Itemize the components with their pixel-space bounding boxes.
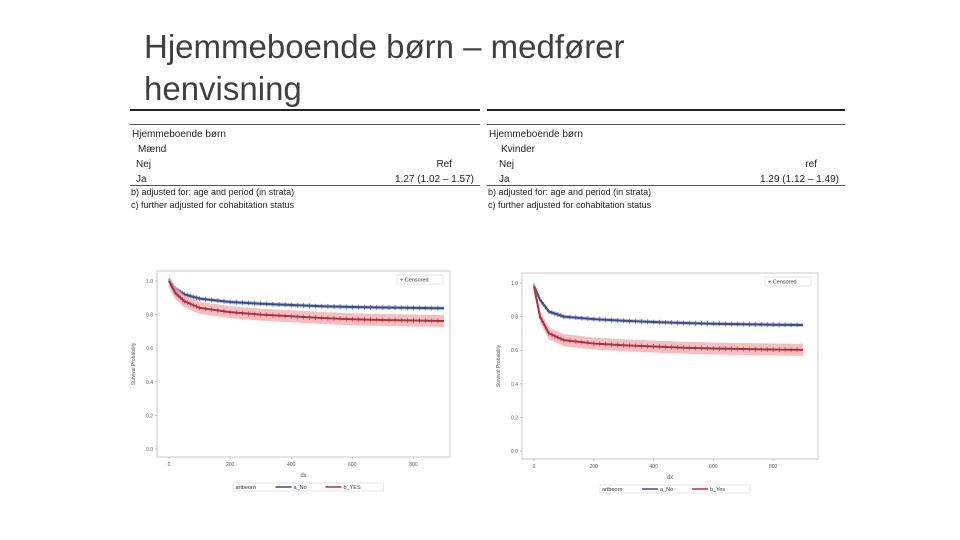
legend-label-b_YES: b_YES [344, 485, 361, 491]
x-tick-label: 200 [590, 464, 599, 470]
censored-legend-box [396, 274, 444, 285]
series-legend-title: artbeorn [602, 487, 623, 493]
y-tick-label: 0.6 [146, 346, 153, 352]
survival-line-b_YES [168, 280, 445, 322]
y-tick-label: 1.0 [146, 279, 153, 285]
divider-left [130, 109, 480, 111]
footnote-c: c) further adjusted for cohabitation sta… [131, 200, 295, 210]
x-axis-label: dx [667, 475, 673, 481]
series-legend-box [233, 482, 384, 492]
y-tick-label: 0.2 [511, 415, 518, 421]
footnote-c: c) further adjusted for cohabitation sta… [488, 200, 652, 210]
table-group: Kvinder [501, 144, 535, 155]
x-tick-label: 400 [287, 462, 296, 468]
x-axis-label: dx [300, 473, 306, 479]
left-results-table: Hjemmeboende børn Mænd Nej Ref Ja 1.27 (… [130, 127, 480, 187]
y-tick-label: 0.0 [511, 449, 518, 455]
slide-title: Hjemmeboende børn – medfører henvisning [144, 26, 704, 110]
x-tick-label: 0 [533, 464, 536, 470]
table-rule-left-bottom [130, 185, 480, 186]
legend-label-a_No: a_No [660, 487, 673, 493]
survival-chart-men: 0.0 0.2 0.4 0.6 0.8 1.0 0 200 400 600 800 Survival … [131, 270, 451, 492]
row-value-ja: 1.29 (1.12 – 1.49) [760, 174, 839, 185]
table-header: Hjemmeboende børn [132, 129, 226, 140]
row-label-nej: Nej [499, 159, 515, 170]
y-tick-label: 0.8 [146, 313, 153, 319]
x-tick-label: 600 [348, 462, 357, 468]
y-tick-label: 0.4 [146, 380, 153, 386]
row-value-nej: ref [805, 159, 817, 170]
y-tick-label: 0.4 [511, 382, 518, 388]
plot-frame [156, 270, 451, 458]
table-rule-right-bottom [487, 185, 845, 186]
row-value-ja: 1.27 (1.02 – 1.57) [395, 174, 474, 185]
survival-line-a_No [168, 280, 445, 310]
table-header: Hjemmeboende børn [489, 129, 583, 140]
confidence-band-b_Yes [534, 280, 803, 356]
censored-legend-label: + Censored [768, 280, 797, 286]
x-tick-label: 600 [709, 464, 718, 470]
x-tick-label: 400 [649, 464, 658, 470]
footnote-b: b) adjusted for: age and period (in stra… [488, 187, 652, 197]
slide-title-line1: Hjemmeboende børn – medfører [144, 28, 625, 65]
slide-title-line2: henvisning [144, 70, 302, 107]
table-rule-left-top [130, 124, 480, 125]
x-tick-label: 800 [409, 462, 418, 468]
y-tick-label: 0.0 [146, 447, 153, 453]
legend-label-a_No: a_No [294, 485, 307, 491]
row-value-nej: Ref [436, 159, 452, 170]
y-axis-label: Survival Probability [496, 344, 502, 387]
row-label-ja: Ja [499, 174, 510, 185]
y-tick-label: 0.8 [511, 315, 518, 321]
right-results-table: Hjemmeboende børn Kvinder Nej ref Ja 1.2… [487, 127, 845, 187]
censored-legend-box [764, 276, 812, 287]
survival-chart-women: 0.0 0.2 0.4 0.6 0.8 1.0 0 200 400 600 800 Survival … [496, 272, 819, 494]
legend-label-b_Yes: b_Yes [710, 487, 725, 493]
footnote-b: b) adjusted for: age and period (in stra… [131, 187, 295, 197]
x-tick-label: 0 [168, 462, 171, 468]
table-group: Mænd [138, 144, 167, 155]
y-tick-label: 1.0 [511, 281, 518, 287]
censored-legend-label: + Censored [400, 278, 429, 284]
table-rule-right-top [487, 124, 845, 125]
y-tick-label: 0.2 [146, 413, 153, 419]
confidence-band-b_YES [169, 275, 444, 327]
x-tick-label: 800 [769, 464, 778, 470]
y-axis-label: Survival Probability [131, 342, 137, 385]
row-label-ja: Ja [136, 174, 147, 185]
divider-right [487, 109, 845, 111]
series-legend-box [599, 484, 751, 494]
row-label-nej: Nej [136, 159, 152, 170]
y-tick-label: 0.6 [511, 348, 518, 354]
plot-frame [521, 272, 819, 460]
x-tick-label: 200 [226, 462, 235, 468]
series-legend-title: artbeorn [236, 485, 257, 491]
